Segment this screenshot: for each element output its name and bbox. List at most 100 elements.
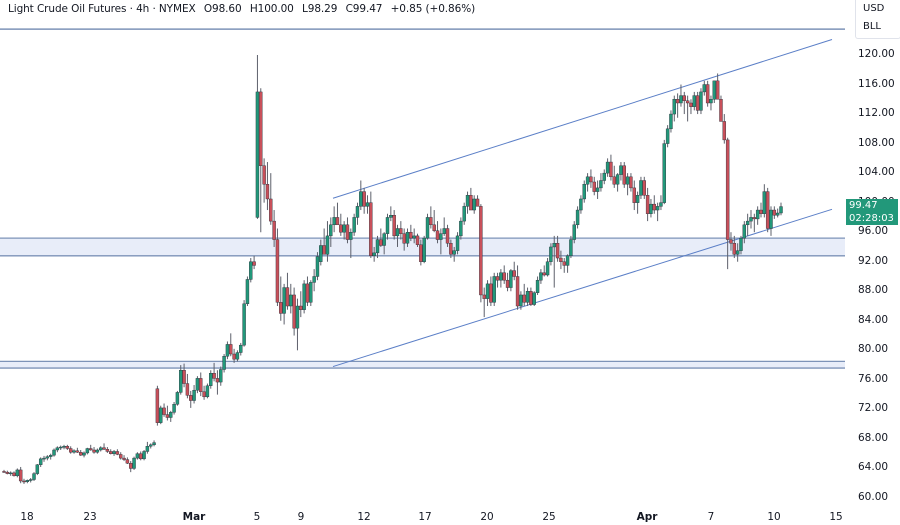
- candle-body: [315, 256, 320, 277]
- candle-body: [219, 369, 223, 383]
- candle-body: [679, 95, 683, 104]
- time-tick-label: 9: [297, 511, 305, 523]
- candle-body: [399, 228, 403, 234]
- price-tick-label: 112.00: [858, 107, 895, 120]
- candle-body: [709, 99, 713, 104]
- candle-body: [149, 444, 153, 447]
- candle-body: [162, 407, 166, 415]
- unit-label: BLL: [863, 21, 882, 32]
- ohlc-high: H100.00: [249, 3, 294, 15]
- candle-body: [485, 283, 490, 299]
- candle-body: [719, 99, 723, 122]
- candle-body: [545, 261, 550, 276]
- support-zone: [0, 361, 845, 369]
- candle-body: [475, 198, 480, 207]
- candle-body: [48, 454, 53, 457]
- candle-body: [529, 291, 533, 305]
- candle-body: [602, 172, 606, 181]
- currency-unit-selector[interactable]: USD BLL: [855, 0, 900, 39]
- candle-body: [555, 243, 560, 259]
- time-tick-label: 10: [767, 511, 781, 523]
- candle-body: [319, 245, 323, 262]
- candle-body: [175, 392, 180, 405]
- candle-body: [382, 233, 386, 246]
- candle-body: [402, 233, 406, 244]
- candle-body: [255, 91, 260, 218]
- candle-body: [512, 270, 516, 277]
- candle-body: [779, 206, 783, 214]
- candle-body: [365, 202, 370, 207]
- candle-body: [665, 128, 670, 144]
- candle-body: [712, 80, 717, 100]
- candle-body: [505, 279, 510, 288]
- candle-body: [519, 294, 523, 307]
- candle-body: [152, 442, 156, 446]
- candle-body: [2, 471, 6, 473]
- candle-body: [752, 217, 757, 220]
- candle-body: [169, 412, 173, 418]
- candle-body: [549, 246, 553, 262]
- candle-body: [455, 235, 460, 251]
- candle-body: [142, 451, 146, 460]
- candle-body: [75, 450, 80, 453]
- candle-body: [655, 206, 660, 211]
- candle-body: [595, 187, 600, 192]
- candle-body: [445, 228, 450, 244]
- candle-body: [359, 191, 363, 207]
- time-tick-label: 17: [418, 511, 432, 523]
- price-tick-label: 104.00: [858, 166, 895, 179]
- candle-body: [725, 139, 730, 240]
- time-tick-label: Mar: [182, 511, 206, 523]
- candle-body: [202, 391, 206, 398]
- candle-body: [745, 220, 750, 226]
- candle-body: [472, 198, 476, 211]
- candle-body: [452, 250, 456, 255]
- candle-body: [42, 457, 46, 460]
- candle-body: [139, 453, 143, 460]
- candle-body: [395, 228, 400, 237]
- drawing-layer[interactable]: [0, 28, 845, 369]
- candle-body: [672, 99, 676, 115]
- channel-lower-line: [332, 208, 833, 368]
- candle-body: [125, 459, 130, 464]
- candle-body: [562, 261, 566, 266]
- candle-body: [289, 294, 293, 307]
- candle-body: [105, 449, 110, 452]
- candle-body: [692, 95, 696, 107]
- candle-body: [702, 84, 707, 93]
- candle-body: [269, 198, 273, 222]
- candle-body: [625, 176, 630, 185]
- candle-body: [89, 448, 93, 451]
- candle-body: [525, 291, 530, 303]
- time-tick-label: 12: [357, 511, 371, 523]
- candlestick-series: [2, 55, 783, 484]
- price-tick-label: 80.00: [858, 343, 889, 356]
- candle-body: [115, 451, 120, 455]
- candle-body: [205, 385, 210, 398]
- candle-body: [375, 239, 380, 254]
- candle-body: [705, 84, 710, 104]
- candle-body: [572, 224, 576, 240]
- candle-body: [335, 217, 340, 226]
- candle-body: [735, 250, 740, 255]
- candle-body: [279, 302, 283, 314]
- candle-body: [102, 447, 106, 450]
- candle-body: [342, 224, 346, 233]
- candle-body: [52, 449, 56, 456]
- candle-body: [699, 91, 703, 111]
- symbol-title: Light Crude Oil Futures · 4h · NYMEX: [8, 3, 196, 15]
- candle-body: [532, 292, 536, 305]
- candle-body: [469, 195, 473, 211]
- candle-body: [329, 224, 333, 237]
- candle-body: [179, 370, 183, 393]
- candle-body: [68, 448, 73, 453]
- candle-body: [459, 220, 463, 237]
- candle-body: [669, 113, 673, 130]
- candle-body: [379, 239, 383, 246]
- candle-body: [522, 294, 526, 303]
- candle-body: [659, 202, 663, 207]
- time-tick-label: 15: [829, 511, 843, 523]
- candle-body: [65, 446, 70, 449]
- candle-body: [275, 239, 280, 303]
